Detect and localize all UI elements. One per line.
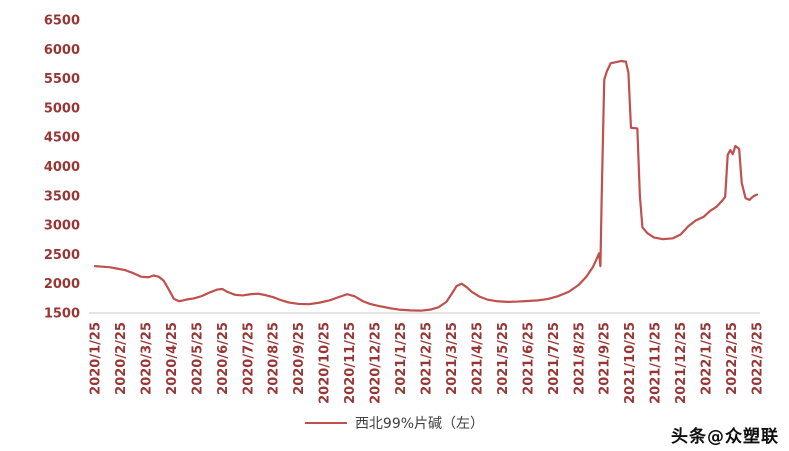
y-axis-tick-label: 4000 — [44, 160, 80, 175]
x-axis-tick-label: 2020/2/25 — [114, 322, 129, 395]
x-axis-tick-label: 2020/5/25 — [190, 322, 205, 395]
x-axis-tick-label: 2022/2/25 — [725, 322, 740, 395]
x-axis-tick-label: 2021/4/25 — [470, 322, 485, 395]
x-axis-tick-label: 2021/9/25 — [598, 322, 613, 395]
y-axis-tick-label: 6500 — [44, 14, 80, 29]
x-axis-tick-label: 2020/8/25 — [267, 322, 282, 395]
y-axis-tick-label: 3500 — [44, 189, 80, 204]
x-axis-tick-label: 2021/10/25 — [623, 322, 638, 404]
legend-line-swatch — [304, 422, 347, 424]
x-axis-tick-label: 2020/7/25 — [241, 322, 256, 395]
x-axis-tick-label: 2021/2/25 — [420, 322, 435, 395]
y-axis-tick-label: 5500 — [44, 72, 80, 87]
price-line — [93, 59, 759, 312]
x-axis-tick-label: 2020/1/25 — [89, 322, 104, 395]
x-axis-tick-label: 2021/3/25 — [445, 322, 460, 395]
x-axis-tick-label: 2020/6/25 — [216, 322, 231, 395]
x-axis-tick-label: 2021/5/25 — [496, 322, 511, 395]
x-axis-tick-label: 2020/4/25 — [165, 322, 180, 395]
x-axis-tick-label: 2020/10/25 — [318, 322, 333, 404]
y-axis-tick-label: 1500 — [44, 307, 80, 322]
x-axis-tick-label: 2021/12/25 — [674, 322, 689, 404]
x-axis-tick-label: 2021/8/25 — [572, 322, 587, 395]
x-axis-tick-label: 2020/11/25 — [343, 322, 358, 404]
y-axis-tick-label: 3000 — [44, 219, 80, 234]
x-axis-tick-label: 2021/1/25 — [394, 322, 409, 395]
legend-series-label: 西北99%片碱（左） — [354, 416, 485, 432]
x-axis-tick-label: 2021/6/25 — [521, 322, 536, 395]
y-axis-tick-label: 2000 — [44, 277, 80, 292]
chart-legend: 西北99%片碱（左） — [0, 413, 789, 433]
x-axis-tick-label: 2021/7/25 — [547, 322, 562, 395]
x-axis-tick-label: 2022/1/25 — [700, 322, 715, 395]
x-axis-tick-label: 2021/11/25 — [649, 322, 664, 404]
watermark-text: 头条@众塑联 — [671, 427, 779, 447]
x-axis-tick-label: 2022/3/25 — [751, 322, 766, 395]
x-axis-tick-label: 2020/3/25 — [139, 322, 154, 395]
x-axis-tick-label: 2020/9/25 — [292, 322, 307, 395]
y-axis-tick-label: 6000 — [44, 43, 80, 58]
y-axis-tick-label: 5000 — [44, 101, 80, 116]
y-axis-tick-label: 2500 — [44, 248, 80, 263]
x-axis-tick-label: 2020/12/25 — [369, 322, 384, 404]
y-axis-tick-label: 4500 — [44, 131, 80, 146]
